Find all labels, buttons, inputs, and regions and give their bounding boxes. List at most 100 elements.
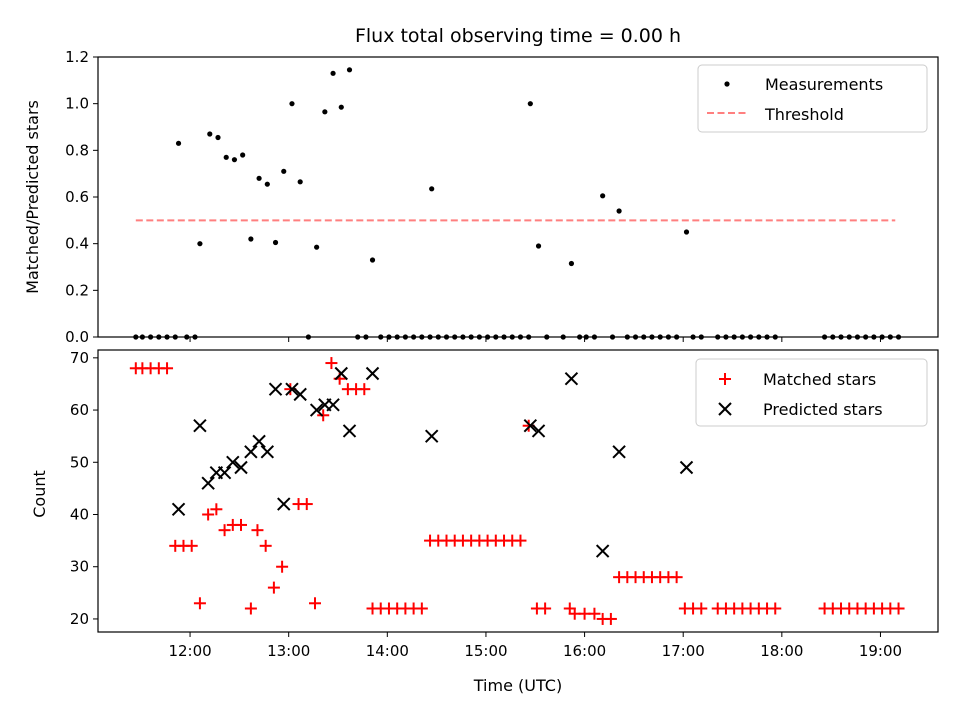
matched-star-point — [415, 602, 428, 615]
matched-star-point — [892, 602, 905, 615]
measurement-point — [207, 131, 213, 137]
top-chart-title: Flux total observing time = 0.00 h — [355, 25, 681, 47]
measurement-point — [330, 70, 336, 76]
top-y-tick-label: 1.2 — [65, 48, 89, 66]
predicted-star-point — [171, 502, 186, 516]
predicted-star-point — [277, 497, 291, 511]
legend-matched-marker — [719, 373, 731, 385]
measurement-point — [369, 257, 376, 263]
matched-star-point — [588, 607, 601, 620]
predicted-star-point — [260, 445, 275, 459]
top-y-tick-label: 0.0 — [65, 328, 89, 346]
measurement-point — [600, 193, 606, 199]
x-tick-label: 14:00 — [366, 642, 409, 660]
predicted-star-point — [679, 460, 694, 475]
measurement-point — [197, 241, 203, 247]
x-tick-label: 16:00 — [563, 642, 606, 660]
legend-measurements-marker — [724, 81, 730, 87]
bottom-y-ticks: 20 30 40 50 60 70 — [70, 349, 98, 628]
matched-star-point — [325, 357, 338, 370]
matched-star-point — [358, 383, 371, 396]
bottom-legend-box — [695, 358, 928, 427]
measurement-point — [535, 243, 542, 249]
predicted-star-point — [226, 455, 240, 469]
top-legend: Measurements Threshold — [697, 64, 928, 133]
measurement-point — [297, 179, 303, 185]
matched-star-point — [161, 362, 174, 375]
x-tick-label: 18:00 — [760, 642, 803, 660]
matched-star-point — [218, 524, 231, 537]
matched-star-point — [769, 602, 782, 615]
predicted-star-point — [334, 366, 348, 381]
measurement-point — [240, 152, 246, 158]
bottom-y-tick-label: 30 — [70, 558, 89, 576]
measurement-point — [281, 168, 287, 174]
predicted-star-point — [523, 419, 538, 433]
bottom-legend: Matched stars Predicted stars — [695, 358, 928, 427]
matched-star-point — [259, 539, 272, 552]
top-y-tick-label: 0.8 — [65, 141, 89, 159]
x-axis-label: Time (UTC) — [473, 676, 562, 695]
matched-star-point — [276, 560, 289, 573]
matched-star-point — [300, 498, 313, 511]
predicted-star-point — [193, 419, 207, 433]
matched-star-point — [539, 602, 552, 615]
measurement-point — [256, 175, 262, 181]
matched-star-point — [244, 602, 257, 615]
measurement-point — [264, 181, 270, 187]
matched-star-point — [185, 539, 198, 552]
top-y-axis-label: Matched/Predicted stars — [23, 100, 42, 294]
legend-measurements-label: Measurements — [765, 75, 883, 94]
predicted-star-point — [234, 460, 248, 475]
predicted-star-point — [326, 398, 340, 412]
matched-star-point — [670, 571, 683, 584]
predicted-star-point — [342, 424, 357, 438]
predicted-star-point — [217, 466, 232, 480]
predicted-star-point — [201, 476, 215, 490]
bottom-y-tick-label: 60 — [70, 401, 89, 419]
x-tick-label: 19:00 — [859, 642, 902, 660]
x-tick-label: 12:00 — [168, 642, 211, 660]
legend-matched-label: Matched stars — [763, 370, 876, 389]
measurement-point — [272, 239, 279, 246]
matched-star-point — [202, 508, 215, 521]
measurement-point — [568, 260, 575, 267]
matched-star-point — [514, 534, 527, 547]
predicted-star-point — [268, 382, 283, 396]
bottom-y-tick-label: 20 — [70, 610, 89, 628]
bottom-plot-frame — [97, 349, 939, 633]
x-tick-label: 17:00 — [662, 642, 705, 660]
predicted-star-point — [244, 445, 258, 459]
measurement-point — [231, 157, 238, 163]
matched-star-point — [251, 524, 264, 537]
matched-star-point — [193, 597, 206, 610]
measurement-point — [527, 101, 533, 107]
bottom-y-axis-label: Count — [30, 470, 49, 518]
measurement-point — [322, 109, 328, 115]
top-plot-frame — [97, 56, 939, 338]
x-tick-label: 15:00 — [464, 642, 507, 660]
legend-predicted-label: Predicted stars — [763, 400, 883, 419]
measurement-point — [175, 140, 182, 146]
predicted-star-point — [309, 403, 324, 417]
bottom-x-ticks: 12:00 13:00 14:00 15:00 16:00 17:00 18:00 19:00 — [168, 632, 902, 660]
count-points — [129, 357, 905, 625]
predicted-star-point — [285, 382, 299, 396]
predicted-star-point — [293, 387, 307, 402]
measurement-point — [215, 134, 221, 141]
predicted-star-point — [252, 434, 266, 449]
predicted-star-point — [595, 544, 610, 558]
predicted-star-point — [612, 445, 626, 459]
measurement-point — [248, 236, 254, 242]
measurement-point — [683, 229, 690, 235]
matched-star-point — [267, 581, 280, 594]
predicted-star-point — [531, 424, 546, 438]
matched-star-point — [604, 612, 617, 625]
bottom-y-tick-label: 50 — [70, 453, 89, 471]
top-y-tick-label: 1.0 — [65, 95, 89, 113]
measurement-point — [429, 186, 435, 192]
predicted-star-point — [564, 372, 579, 386]
measurement-point — [289, 101, 295, 107]
matched-star-point — [210, 503, 223, 516]
